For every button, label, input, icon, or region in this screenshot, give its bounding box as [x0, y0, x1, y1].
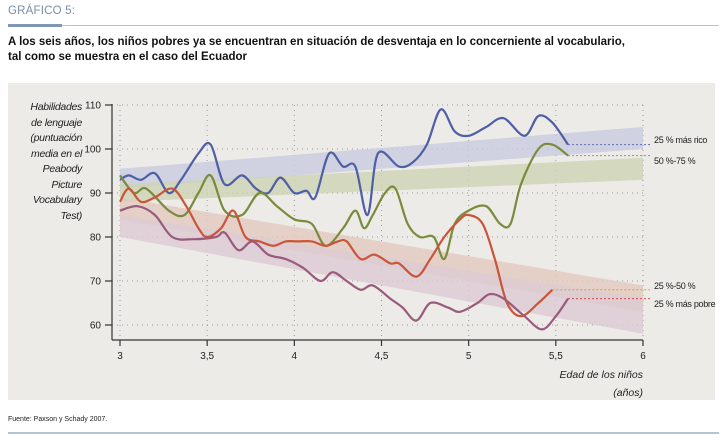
header-divider: [8, 25, 719, 26]
legend-label-poor: 25 % más pobre: [654, 299, 716, 309]
y-axis-title-line: Habilidades: [30, 101, 82, 113]
y-axis-title-line: Vocabulary Test): [32, 194, 82, 222]
confidence-band: [120, 157, 643, 202]
y-axis-title-line: Peabody Picture: [42, 163, 83, 191]
series-line: [119, 108, 569, 217]
y-tick-label: 70: [90, 277, 102, 288]
x-tick-label: 3: [117, 351, 123, 362]
series-line: [119, 187, 554, 318]
title-line-1: A los seis años, los niños pobres ya se …: [8, 36, 625, 48]
legend-label-25-50: 25 %-50 %: [654, 281, 696, 291]
y-tick-label: 110: [85, 101, 101, 112]
y-tick-label: 90: [90, 189, 102, 200]
legend-label-50-75: 50 %-75 %: [654, 156, 696, 166]
y-axis-title-line: (puntuación: [30, 132, 82, 144]
source-note: Fuente: Paxson y Schady 2007.: [8, 416, 108, 423]
figure-title: A los seis años, los niños pobres ya se …: [8, 35, 625, 65]
y-axis-title: Habilidades de lenguaje (puntuación medi…: [10, 100, 82, 224]
series-line: [119, 205, 569, 331]
legend-label-rich: 25 % más rico: [654, 135, 708, 145]
confidence-band: [120, 127, 643, 189]
x-axis-title: Edad de los niños (años): [560, 366, 643, 402]
x-axis-title-line: Edad de los niños: [559, 369, 643, 381]
x-tick-label: 4,5: [375, 351, 389, 362]
series-line: [119, 142, 569, 261]
x-tick-label: 3,5: [200, 351, 214, 362]
x-tick-label: 4: [292, 351, 298, 362]
title-line-2: tal como se muestra en el caso del Ecuad…: [8, 51, 248, 63]
x-tick-label: 5: [466, 351, 472, 362]
y-axis-title-line: media en el: [31, 147, 82, 160]
y-axis-title-line: de lenguaje: [31, 116, 82, 129]
y-tick-label: 60: [90, 321, 102, 332]
x-tick-label: 6: [640, 351, 646, 362]
header-accent-bar: [8, 24, 62, 27]
y-tick-label: 100: [84, 145, 101, 156]
x-tick-label: 5,5: [549, 351, 563, 362]
figure-label: GRÁFICO 5:: [8, 5, 76, 17]
y-tick-label: 80: [90, 233, 102, 244]
x-axis-title-line: (años): [613, 387, 643, 399]
footer-divider: [8, 432, 719, 434]
